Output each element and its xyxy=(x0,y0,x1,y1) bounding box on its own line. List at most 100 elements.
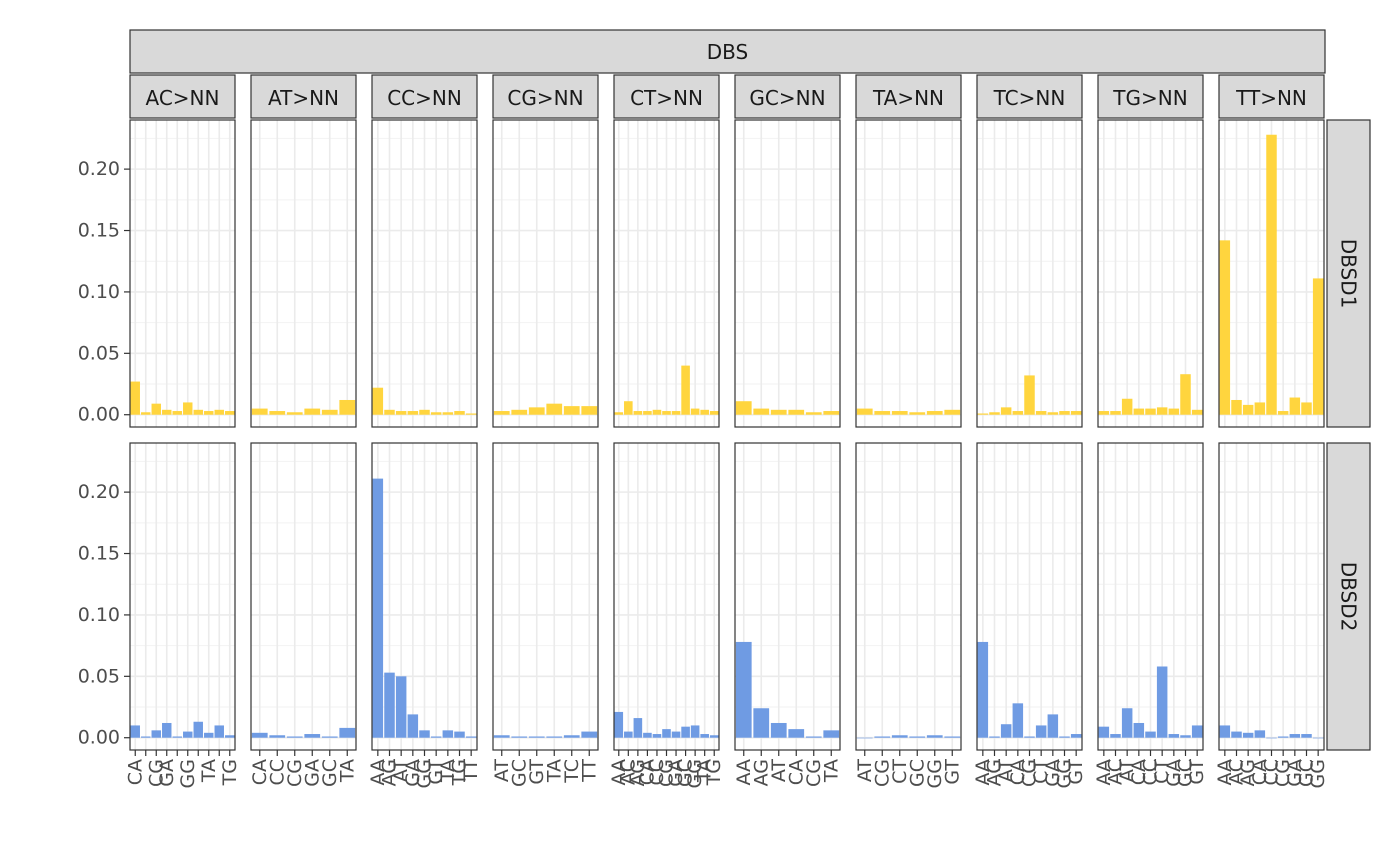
row-strips: DBSD1 DBSD2 xyxy=(1326,119,1371,751)
bar xyxy=(989,736,1000,738)
bar xyxy=(1121,708,1133,738)
panel xyxy=(734,119,841,428)
bar xyxy=(681,365,690,415)
x-tick-label: GC xyxy=(906,759,928,787)
bar xyxy=(1219,725,1231,738)
bar xyxy=(251,732,268,738)
bar xyxy=(1156,407,1168,415)
bar xyxy=(1059,736,1070,738)
bar xyxy=(563,406,580,415)
bar xyxy=(511,409,528,415)
x-tick-label: CA xyxy=(1128,759,1150,785)
x-tick-label: CC xyxy=(266,759,288,786)
bar xyxy=(225,411,235,415)
panel xyxy=(492,442,599,751)
bar xyxy=(1191,725,1203,738)
panel xyxy=(976,442,1083,751)
bar xyxy=(304,734,321,738)
bar xyxy=(430,736,442,738)
x-tick-label: TT xyxy=(460,759,482,783)
bar xyxy=(1289,397,1301,415)
bar xyxy=(1110,411,1121,415)
x-tick-label: GA xyxy=(301,759,323,787)
column-strip-label: CT>NN xyxy=(630,86,703,110)
bar xyxy=(909,412,926,415)
panel-border xyxy=(613,119,720,428)
x-tick-label: GG xyxy=(924,759,946,788)
bar xyxy=(624,731,633,738)
bar xyxy=(709,735,719,738)
bar xyxy=(770,409,787,415)
x-tick-label: CG xyxy=(1272,759,1294,787)
bar xyxy=(1301,734,1312,738)
panel-border xyxy=(1218,119,1325,428)
bar xyxy=(1231,731,1242,738)
bar xyxy=(1012,411,1024,415)
bar xyxy=(528,736,545,738)
x-tick-label: GC xyxy=(1296,759,1318,787)
bar xyxy=(891,411,908,415)
bar xyxy=(1168,408,1180,415)
x-tick-label: GG xyxy=(1307,759,1329,788)
column-strip-label: CG>NN xyxy=(507,86,583,110)
bar xyxy=(321,736,338,738)
column-strip-background xyxy=(129,74,236,119)
bar xyxy=(493,411,510,415)
bar xyxy=(321,409,338,415)
x-tick-label: AA xyxy=(1093,759,1115,786)
bar xyxy=(1133,722,1145,738)
x-tick-label: AT xyxy=(1116,759,1138,783)
x-tick-label: AA xyxy=(1214,759,1236,786)
x-tick-label: GC xyxy=(508,759,530,787)
y-tick-label: 0.20 xyxy=(78,481,120,503)
column-strips: AC>NN AT>NN CC>NN CG>NN CT>NN GC>NN TA>NN TC>NN… xyxy=(129,74,1325,119)
panel xyxy=(129,442,236,751)
column-strip-background xyxy=(855,74,962,119)
bar xyxy=(1035,411,1047,415)
x-tick-label: TA xyxy=(437,759,459,783)
bar xyxy=(511,736,528,738)
row-strip-label: DBSD1 xyxy=(1337,239,1361,309)
bar xyxy=(225,735,235,738)
x-tick-label: GA xyxy=(1284,759,1306,787)
panel xyxy=(129,119,236,428)
panel-border xyxy=(129,119,236,428)
panel-border xyxy=(250,442,357,751)
bar xyxy=(442,730,454,738)
bar xyxy=(214,409,224,415)
bar xyxy=(395,411,407,415)
bar xyxy=(151,730,161,738)
bar xyxy=(614,412,624,415)
top-strip-label: DBS xyxy=(707,40,748,64)
bar xyxy=(1277,411,1289,415)
x-tick-label: CG xyxy=(145,759,167,787)
bar xyxy=(624,401,633,415)
x-tick-label: GA xyxy=(156,759,178,787)
x-tick-label: GC xyxy=(1175,759,1197,787)
bar xyxy=(614,711,624,738)
row-strip-background xyxy=(1326,442,1371,751)
bar xyxy=(1000,407,1012,415)
x-tick-label: AA xyxy=(733,759,755,786)
panel xyxy=(613,442,720,751)
x-tick-label: GT xyxy=(941,759,963,785)
panel-border xyxy=(734,119,841,428)
panel xyxy=(976,119,1083,428)
bar xyxy=(1047,714,1059,738)
bar xyxy=(141,412,151,415)
bar xyxy=(926,735,943,738)
panel xyxy=(492,119,599,428)
bar xyxy=(183,402,193,415)
bar xyxy=(1070,734,1082,738)
x-tick-label: AA xyxy=(367,759,389,786)
bar xyxy=(1145,408,1156,415)
x-tick-label: CG xyxy=(871,759,893,787)
panel xyxy=(734,442,841,751)
x-tick-label: CC xyxy=(1261,759,1283,786)
bar xyxy=(430,412,442,415)
x-tick-label: CT xyxy=(1151,759,1173,784)
bar xyxy=(407,714,419,738)
bar xyxy=(304,408,321,415)
bar xyxy=(1312,278,1324,415)
